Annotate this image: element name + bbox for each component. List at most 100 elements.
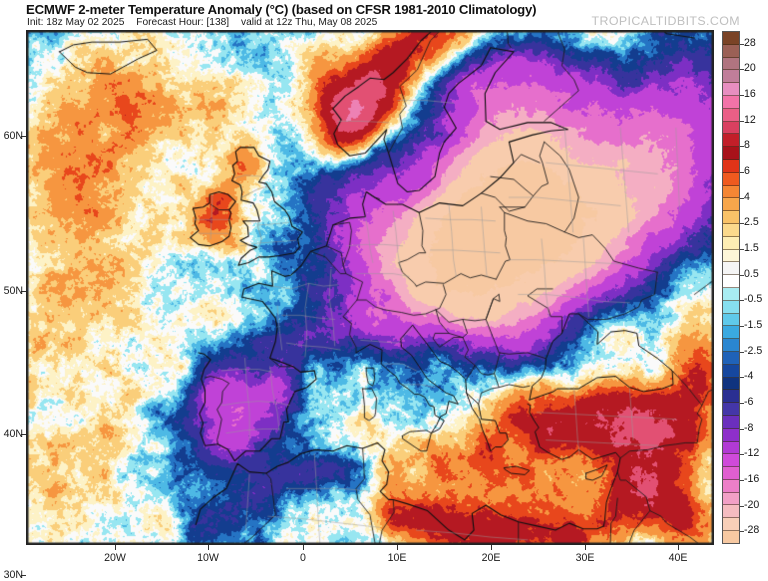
colorbar-tick-label: -4 bbox=[744, 370, 754, 383]
colorbar-segment bbox=[723, 428, 739, 442]
colorbar-tick-label: -8 bbox=[744, 421, 754, 434]
colorbar-tick-label: 2.5 bbox=[744, 216, 759, 229]
y-axis-tick bbox=[21, 136, 26, 137]
colorbar-segment bbox=[723, 83, 739, 96]
x-axis-label: 0 bbox=[300, 552, 306, 564]
colorbar-tick bbox=[740, 428, 744, 430]
colorbar-tick bbox=[740, 377, 744, 379]
colorbar-tick bbox=[740, 325, 744, 327]
colorbar-segment bbox=[723, 262, 739, 276]
x-axis-label: 10W bbox=[197, 552, 219, 564]
weather-map-page: ECMWF 2-meter Temperature Anomaly (°C) (… bbox=[3, 2, 763, 581]
colorbar-tick bbox=[740, 172, 744, 174]
colorbar-tick bbox=[740, 69, 744, 71]
colorbar-tick-label: 8 bbox=[744, 139, 750, 152]
x-axis-label: 20W bbox=[104, 552, 126, 564]
colorbar-tick-label: 12 bbox=[744, 113, 756, 126]
colorbar-tick-label: -16 bbox=[744, 472, 760, 485]
colorbar-segment bbox=[723, 57, 739, 71]
colorbar-tick bbox=[740, 95, 744, 97]
colorbar-segment bbox=[723, 454, 739, 468]
y-axis-label: 40N bbox=[3, 428, 23, 440]
colorbar-segment bbox=[723, 415, 739, 429]
colorbar-tick-label: -1.5 bbox=[744, 318, 763, 331]
colorbar-tick bbox=[740, 479, 744, 481]
colorbar-tick-label: -6 bbox=[744, 395, 754, 408]
colorbar-tick-label: 28 bbox=[744, 36, 756, 49]
forecast-metadata: Init: 18z May 02 2025 Forecast Hour: [13… bbox=[27, 17, 386, 28]
colorbar-segment bbox=[723, 147, 739, 160]
colorbar-segment bbox=[723, 300, 739, 314]
colorbar-tick bbox=[740, 300, 744, 302]
colorbar-tick bbox=[740, 43, 744, 45]
colorbar-tick-label: -0.5 bbox=[744, 293, 763, 306]
temperature-anomaly-raster bbox=[27, 31, 713, 544]
y-axis-label: 50N bbox=[3, 285, 23, 297]
x-axis-label: 10E bbox=[387, 552, 407, 564]
y-axis-tick bbox=[21, 291, 26, 292]
colorbar-segment bbox=[723, 390, 739, 404]
colorbar-tick bbox=[740, 505, 744, 507]
colorbar-tick-label: 1.5 bbox=[744, 242, 759, 255]
colorbar-segment bbox=[723, 479, 739, 493]
colorbar-segment bbox=[723, 377, 739, 391]
y-axis-label: 30N bbox=[3, 569, 23, 581]
x-axis-tick bbox=[397, 545, 398, 550]
colorbar-tick bbox=[740, 531, 744, 533]
x-axis-tick bbox=[303, 545, 304, 550]
colorbar-segment bbox=[723, 326, 739, 340]
colorbar-segment bbox=[723, 339, 739, 352]
colorbar-tick bbox=[740, 454, 744, 456]
colorbar-tick bbox=[740, 402, 744, 404]
colorbar-tick bbox=[740, 120, 744, 122]
colorbar-segment bbox=[723, 70, 739, 84]
y-axis-label: 60N bbox=[3, 130, 23, 142]
y-axis-tick bbox=[21, 434, 26, 435]
colorbar-tick bbox=[740, 223, 744, 225]
colorbar-tick bbox=[740, 274, 744, 276]
page-title: ECMWF 2-meter Temperature Anomaly (°C) (… bbox=[26, 2, 537, 17]
colorbar-tick bbox=[740, 197, 744, 199]
x-axis-label: 20E bbox=[481, 552, 501, 564]
x-axis-tick bbox=[678, 545, 679, 550]
colorbar-segment bbox=[723, 172, 739, 186]
x-axis-label: 30E bbox=[575, 552, 595, 564]
colorbar-segment bbox=[723, 492, 739, 506]
colorbar-segment bbox=[723, 211, 739, 224]
colorbar-segment bbox=[723, 185, 739, 199]
site-watermark: TROPICALTIDBITS.COM bbox=[591, 14, 740, 28]
colorbar-tick-label: 20 bbox=[744, 62, 756, 75]
colorbar-segment bbox=[723, 223, 739, 237]
colorbar-tick bbox=[740, 249, 744, 251]
colorbar-segment bbox=[723, 505, 739, 519]
colorbar-segment bbox=[723, 518, 739, 532]
x-axis-tick bbox=[491, 545, 492, 550]
colorbar-tick-label: 16 bbox=[744, 88, 756, 101]
colorbar-segment bbox=[723, 531, 739, 543]
colorbar-segment bbox=[723, 313, 739, 327]
x-axis-label: 40E bbox=[668, 552, 688, 564]
colorbar-tick-label: -28 bbox=[744, 524, 760, 537]
colorbar-tick-label: -2.5 bbox=[744, 344, 763, 357]
colorbar-segment bbox=[723, 287, 739, 301]
x-axis-tick bbox=[585, 545, 586, 550]
map-plot-area[interactable] bbox=[26, 30, 714, 545]
x-axis-tick bbox=[208, 545, 209, 550]
colorbar-segment bbox=[723, 236, 739, 250]
colorbar-segment bbox=[723, 441, 739, 455]
colorbar-segment bbox=[723, 275, 739, 288]
valid-time: valid at 12z Thu, May 08 2025 bbox=[240, 17, 378, 28]
colorbar-segment bbox=[723, 134, 739, 148]
colorbar-segment bbox=[723, 249, 739, 263]
colorbar-tick-label: 0.5 bbox=[744, 267, 759, 280]
colorbar-tick-label: -12 bbox=[744, 447, 760, 460]
colorbar-tick-label: 6 bbox=[744, 165, 750, 178]
colorbar-segment bbox=[723, 351, 739, 365]
colorbar-segment bbox=[723, 364, 739, 378]
colorbar-segment bbox=[723, 403, 739, 416]
colorbar-segment bbox=[723, 95, 739, 109]
colorbar-segment bbox=[723, 32, 739, 45]
colorbar-segment bbox=[723, 44, 739, 58]
colorbar-segment bbox=[723, 198, 739, 212]
init-time: Init: 18z May 02 2025 bbox=[27, 17, 125, 28]
